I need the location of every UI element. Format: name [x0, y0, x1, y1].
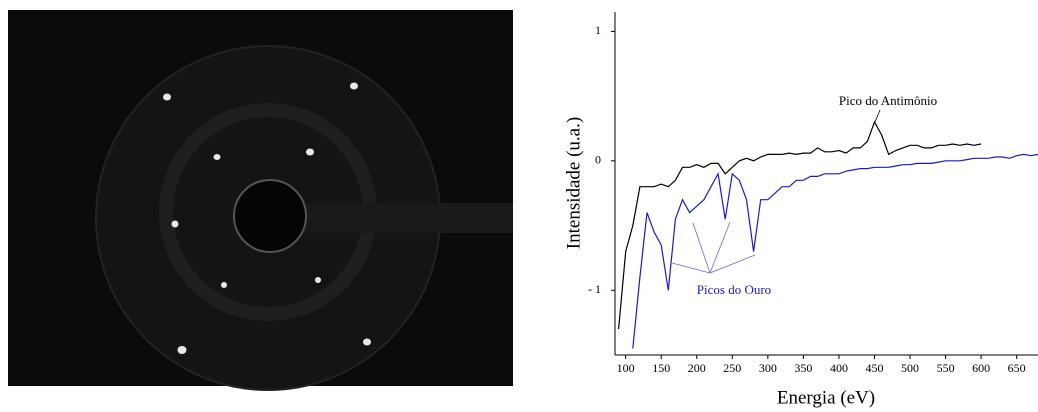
y-tick-label: - 1 — [588, 282, 601, 296]
x-tick-label: 350 — [794, 361, 812, 375]
annotation: Picos do Ouro — [697, 282, 771, 297]
series-line — [618, 120, 982, 330]
series-line — [632, 153, 1038, 349]
x-tick-label: 200 — [688, 361, 706, 375]
diffraction-spots — [163, 82, 371, 354]
y-tick-label: 0 — [595, 153, 601, 167]
x-tick-label: 300 — [759, 361, 777, 375]
spectrum-chart: Intensidade (u.a.) Energia (eV) Pico do … — [563, 12, 1038, 408]
x-tick-label: 500 — [901, 361, 919, 375]
y-axis-label: Intensidade (u.a.) — [563, 117, 584, 249]
x-tick-label: 600 — [972, 361, 990, 375]
gun-holder — [270, 203, 513, 233]
x-tick-label: 150 — [652, 361, 670, 375]
annotation-leader — [874, 109, 881, 123]
electron-gun — [233, 179, 307, 253]
x-tick-label: 400 — [830, 361, 848, 375]
x-tick-label: 550 — [937, 361, 955, 375]
y-tick-label: 1 — [595, 23, 601, 37]
x-tick-label: 450 — [865, 361, 883, 375]
x-tick-label: 100 — [617, 361, 635, 375]
leed-image — [8, 10, 513, 391]
annotation: Pico do Antimônio — [839, 93, 937, 108]
x-tick-label: 650 — [1008, 361, 1026, 375]
annotation-leaders — [671, 221, 756, 274]
x-tick-label: 250 — [723, 361, 741, 375]
x-axis-label: Energia (eV) — [777, 387, 875, 408]
